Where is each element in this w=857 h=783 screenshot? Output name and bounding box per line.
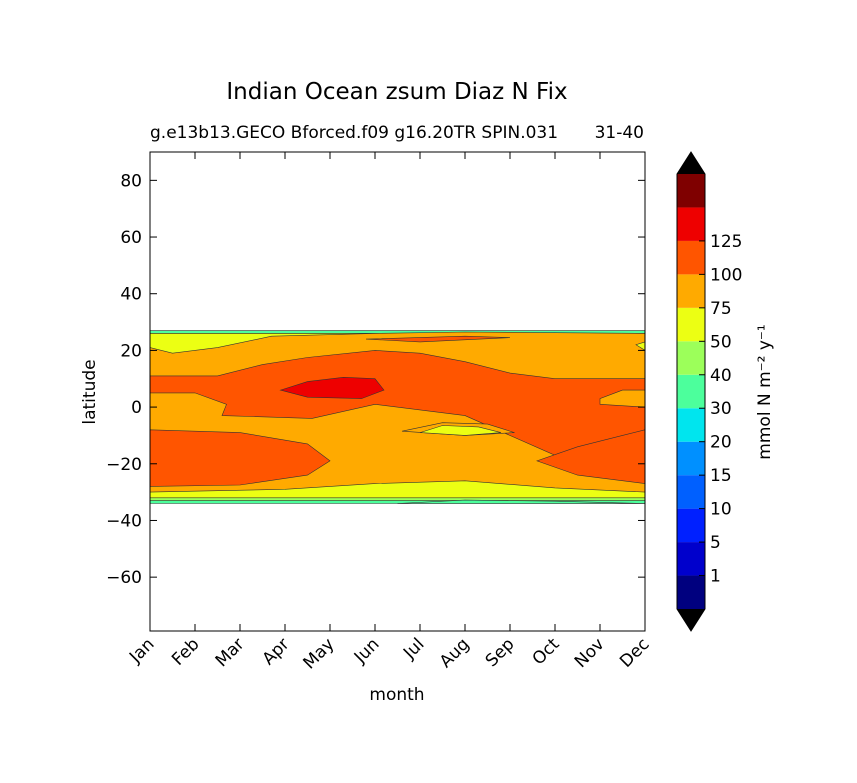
y-tick-label: 80: [120, 171, 142, 191]
colorbar-tick-label: 10: [710, 500, 732, 520]
x-tick-label: Dec: [616, 634, 653, 671]
x-tick-label: Nov: [571, 634, 609, 672]
x-tick-label: Feb: [168, 634, 203, 669]
colorbar-outline: [676, 151, 706, 632]
colorbar-segment: [677, 475, 705, 509]
contour-region-75-100: [150, 429, 331, 487]
colorbar-segment: [677, 274, 705, 308]
y-axis-label: latitude: [80, 359, 100, 424]
x-tick-label: Sep: [482, 634, 519, 671]
y-axis-ticks: 80 60 40 20 0 −20 −40 −60: [106, 171, 645, 588]
x-tick-label: May: [300, 634, 339, 673]
y-tick-label: 0: [131, 398, 142, 418]
colorbar-segment: [677, 575, 705, 609]
colorbar-segment: [677, 341, 705, 375]
y-tick-label: −60: [106, 568, 142, 588]
x-tick-label: Mar: [212, 634, 249, 671]
plot-frame: [149, 151, 646, 632]
contour-region-75-100: [150, 350, 645, 456]
x-tick-label: Apr: [259, 634, 294, 669]
colorbar-extend-min: [677, 609, 705, 631]
colorbar-tick-label: 75: [710, 299, 732, 319]
colorbar-tick-label: 30: [710, 399, 732, 419]
colorbar-tick-label: 5: [710, 533, 721, 553]
contour-region-40-50: [419, 425, 502, 436]
y-tick-label: 40: [120, 285, 142, 305]
colorbar-segment: [677, 408, 705, 442]
contour-region-100-125: [279, 376, 385, 399]
y-tick-label: 20: [120, 341, 142, 361]
y-tick-label: −20: [106, 455, 142, 475]
contour-region-75-100: [365, 335, 511, 343]
x-tick-label: Aug: [436, 634, 474, 672]
chart-subtitle-period: 31-40: [595, 123, 644, 143]
colorbar-tick-label: 40: [710, 366, 732, 386]
colorbar-segment: [677, 240, 705, 275]
x-axis-label: month: [369, 685, 424, 705]
colorbar-tick-label: 50: [710, 332, 732, 352]
chart-title: Indian Ocean zsum Diaz N Fix: [226, 79, 567, 105]
colorbar-segment: [677, 174, 705, 208]
colorbar-tick-label: 100: [710, 265, 742, 285]
colorbar-segment: [677, 441, 705, 476]
colorbar-label: mmol N m⁻² y⁻¹: [755, 324, 775, 459]
chart-subtitle: g.e13b13.GECO Bforced.f09 g16.20TR SPIN.…: [150, 123, 558, 143]
x-tick-label: Jan: [125, 634, 158, 667]
colorbar-extend-max: [677, 152, 705, 174]
colorbar-segment: [677, 508, 705, 543]
y-tick-label: −40: [106, 511, 142, 531]
x-tick-label: Oct: [529, 634, 564, 669]
contour-fills: [150, 330, 645, 504]
colorbar-segment: [677, 542, 705, 576]
colorbar-segment: [677, 207, 705, 241]
y-tick-label: 60: [120, 228, 142, 248]
x-tick-label: Jul: [399, 634, 428, 663]
colorbar-tick-label: 1: [710, 567, 721, 587]
contour-region-20-30: [397, 499, 645, 504]
colorbar-tick-label: 15: [710, 466, 732, 486]
colorbar-segment: [677, 374, 705, 409]
colorbar-segment: [677, 307, 705, 342]
colorbar-tick-label: 20: [710, 433, 732, 453]
contour-region-75-100: [536, 429, 645, 484]
colorbar-tick-label: 125: [710, 232, 742, 252]
x-tick-label: Jun: [350, 634, 384, 668]
